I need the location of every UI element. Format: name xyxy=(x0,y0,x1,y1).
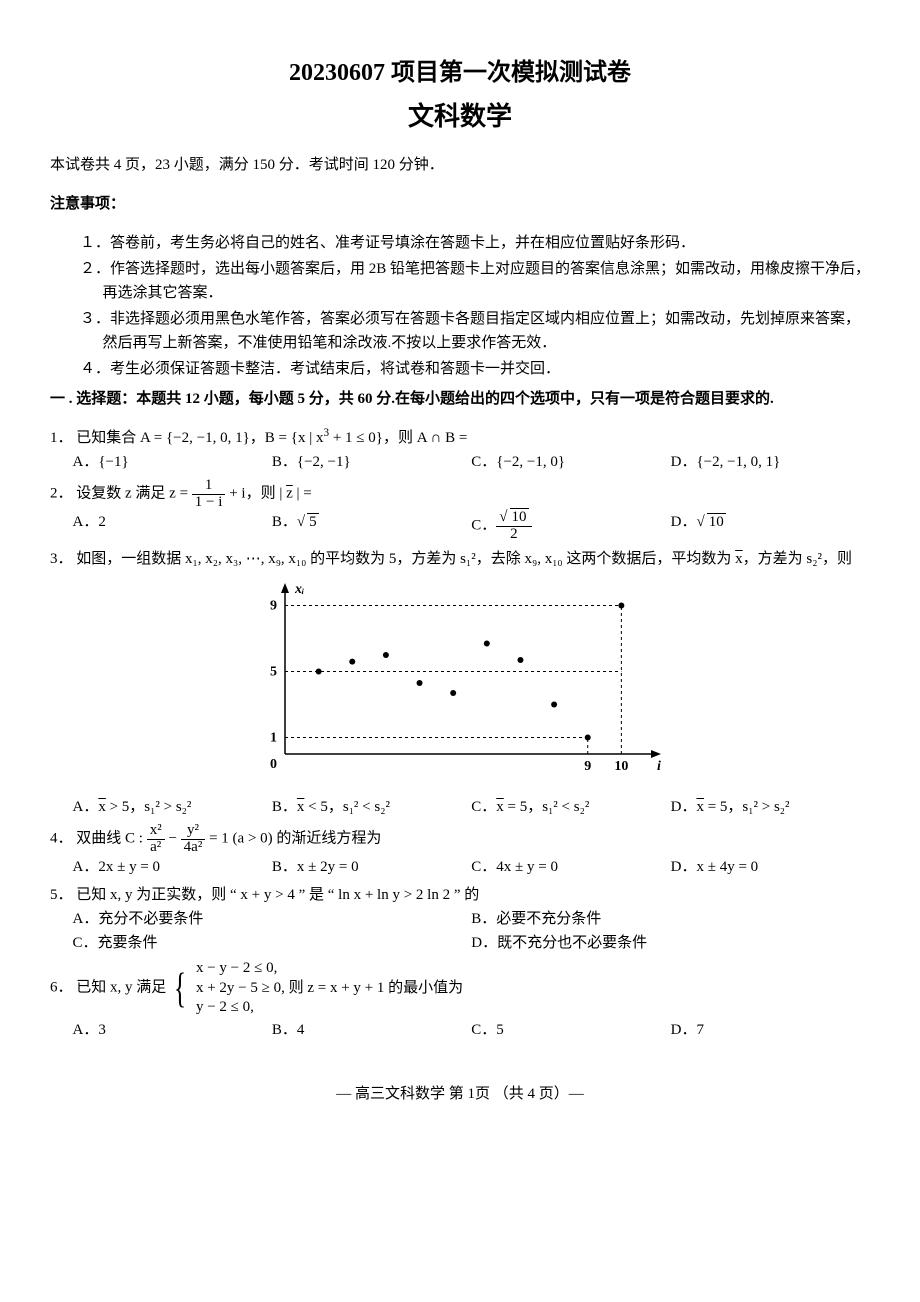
q1-stem-b: + 1 ≤ 0}，则 A ∩ B = xyxy=(329,430,467,446)
q2-num: 2． xyxy=(50,486,73,502)
question-5: 5． 已知 x, y 为正实数，则 “ x + y > 4 ” 是 “ ln x… xyxy=(50,883,870,955)
q6-choice-d: D．7 xyxy=(671,1018,870,1042)
q4-choice-a: A．2x ± y = 0 xyxy=(73,855,272,879)
note-2: ２．作答选择题时，选出每小题答案后，用 2B 铅笔把答题卡上对应题目的答案信息涂… xyxy=(80,257,870,305)
q1-num: 1． xyxy=(50,430,73,446)
notes-list: １．答卷前，考生务必将自己的姓名、准考证号填涂在答题卡上，并在相应位置贴好条形码… xyxy=(80,231,870,381)
q1-choice-d: D．{−2, −1, 0, 1} xyxy=(671,450,870,474)
q1-choice-b: B．{−2, −1} xyxy=(272,450,471,474)
question-2: 2． 设复数 z 满足 z = 11 − i + i，则 | z | = A．2… xyxy=(50,478,870,543)
question-6: 6． 已知 x, y 满足 { x − y − 2 ≤ 0, x + 2y − … xyxy=(50,959,870,1042)
svg-text:xᵢ: xᵢ xyxy=(294,582,304,597)
q1-stem-a: 已知集合 A = {−2, −1, 0, 1}，B = {x | x xyxy=(76,430,323,446)
q5-num: 5． xyxy=(50,887,73,903)
notes-head: 注意事项： xyxy=(50,192,870,216)
svg-text:9: 9 xyxy=(270,598,277,613)
q5-stem: 已知 x, y 为正实数，则 “ x + y > 4 ” 是 “ ln x + … xyxy=(76,887,479,903)
q2-stem-b: + i，则 | xyxy=(229,486,286,502)
q4-num: 4． xyxy=(50,831,73,847)
q3-num: 3． xyxy=(50,551,73,567)
svg-text:5: 5 xyxy=(270,664,277,679)
q4-choice-d: D．x ± 4y = 0 xyxy=(671,855,870,879)
svg-text:10: 10 xyxy=(614,759,628,774)
question-1: 1． 已知集合 A = {−2, −1, 0, 1}，B = {x | x3 +… xyxy=(50,426,870,474)
q2-frac-num: 1 xyxy=(192,478,226,495)
question-4: 4． 双曲线 C : x²a² − y²4a² = 1 (a > 0) 的渐近线… xyxy=(50,823,870,880)
q3-stem-a: 如图，一组数据 x₁, x₂, x₃, ⋯, x₉, x₁₀ 的平均数为 5，方… xyxy=(76,551,735,567)
q6-num: 6． xyxy=(50,980,73,996)
title-main: 20230607 项目第一次模拟测试卷 xyxy=(50,54,870,92)
q4-stem-a: 双曲线 C : xyxy=(76,831,146,847)
q3-choice-c: C．x = 5，s₁² < s₂² xyxy=(471,795,670,819)
q2-choice-b: B．5 xyxy=(272,510,471,543)
section1-head: 一 . 选择题：本题共 12 小题，每小题 5 分，共 60 分.在每小题给出的… xyxy=(50,387,870,411)
q6-choice-b: B．4 xyxy=(272,1018,471,1042)
svg-text:0: 0 xyxy=(270,757,277,772)
svg-text:9: 9 xyxy=(584,759,591,774)
page-footer: — 高三文科数学 第 1页 （共 4 页）— xyxy=(50,1082,870,1106)
svg-text:1: 1 xyxy=(270,730,277,745)
q1-choice-a: A．{−1} xyxy=(73,450,272,474)
note-4: ４．考生必须保证答题卡整洁．考试结束后，将试卷和答题卡一并交回． xyxy=(80,357,870,381)
q2-choice-c: C．102 xyxy=(471,510,670,543)
q3-choice-b: B．x < 5，s₁² < s₂² xyxy=(272,795,471,819)
q4-stem-b: = 1 (a > 0) 的渐近线方程为 xyxy=(209,831,381,847)
q5-choice-a: A．充分不必要条件 xyxy=(73,907,472,931)
q6-line1: x − y − 2 ≤ 0, xyxy=(196,959,463,979)
q2-zbar: z xyxy=(286,486,293,502)
note-1: １．答卷前，考生务必将自己的姓名、准考证号填涂在答题卡上，并在相应位置贴好条形码… xyxy=(80,231,870,255)
q3-choice-a: A．x > 5，s₁² > s₂² xyxy=(73,795,272,819)
q2-choice-a: A．2 xyxy=(73,510,272,543)
note-3: ３．非选择题必须用黑色水笔作答，答案必须写在答题卡各题目指定区域内相应位置上；如… xyxy=(80,307,870,355)
q6-choice-c: C．5 xyxy=(471,1018,670,1042)
q6-line2: x + 2y − 5 ≥ 0, 则 z = x + y + 1 的最小值为 xyxy=(196,979,463,999)
q2-choice-d: D．10 xyxy=(671,510,870,543)
q2-stem-a: 设复数 z 满足 z = xyxy=(76,486,192,502)
q1-choice-c: C．{−2, −1, 0} xyxy=(471,450,670,474)
svg-text:i: i xyxy=(657,759,661,774)
q5-choice-c: C．充要条件 xyxy=(73,931,472,955)
q3-scatter-chart: 1 5 9 9 10 0 xᵢ i xyxy=(250,579,670,779)
q5-choice-b: B．必要不充分条件 xyxy=(471,907,870,931)
question-3: 3． 如图，一组数据 x₁, x₂, x₃, ⋯, x₉, x₁₀ 的平均数为 … xyxy=(50,547,870,819)
q3-choice-d: D．x = 5，s₁² > s₂² xyxy=(671,795,870,819)
q6-line3: y − 2 ≤ 0, xyxy=(196,998,463,1018)
q4-choice-b: B．x ± 2y = 0 xyxy=(272,855,471,879)
q5-choice-d: D．既不充分也不必要条件 xyxy=(471,931,870,955)
title-sub: 文科数学 xyxy=(50,96,870,138)
q2-frac-den: 1 − i xyxy=(192,495,226,511)
q2-stem-c: | = xyxy=(293,486,312,502)
intro-text: 本试卷共 4 页，23 小题，满分 150 分．考试时间 120 分钟． xyxy=(50,153,870,177)
q4-choice-c: C．4x ± y = 0 xyxy=(471,855,670,879)
q6-stem-a: 已知 x, y 满足 xyxy=(76,980,170,996)
q3-stem-b: ，方差为 s₂²，则 xyxy=(743,551,852,567)
q6-choice-a: A．3 xyxy=(73,1018,272,1042)
